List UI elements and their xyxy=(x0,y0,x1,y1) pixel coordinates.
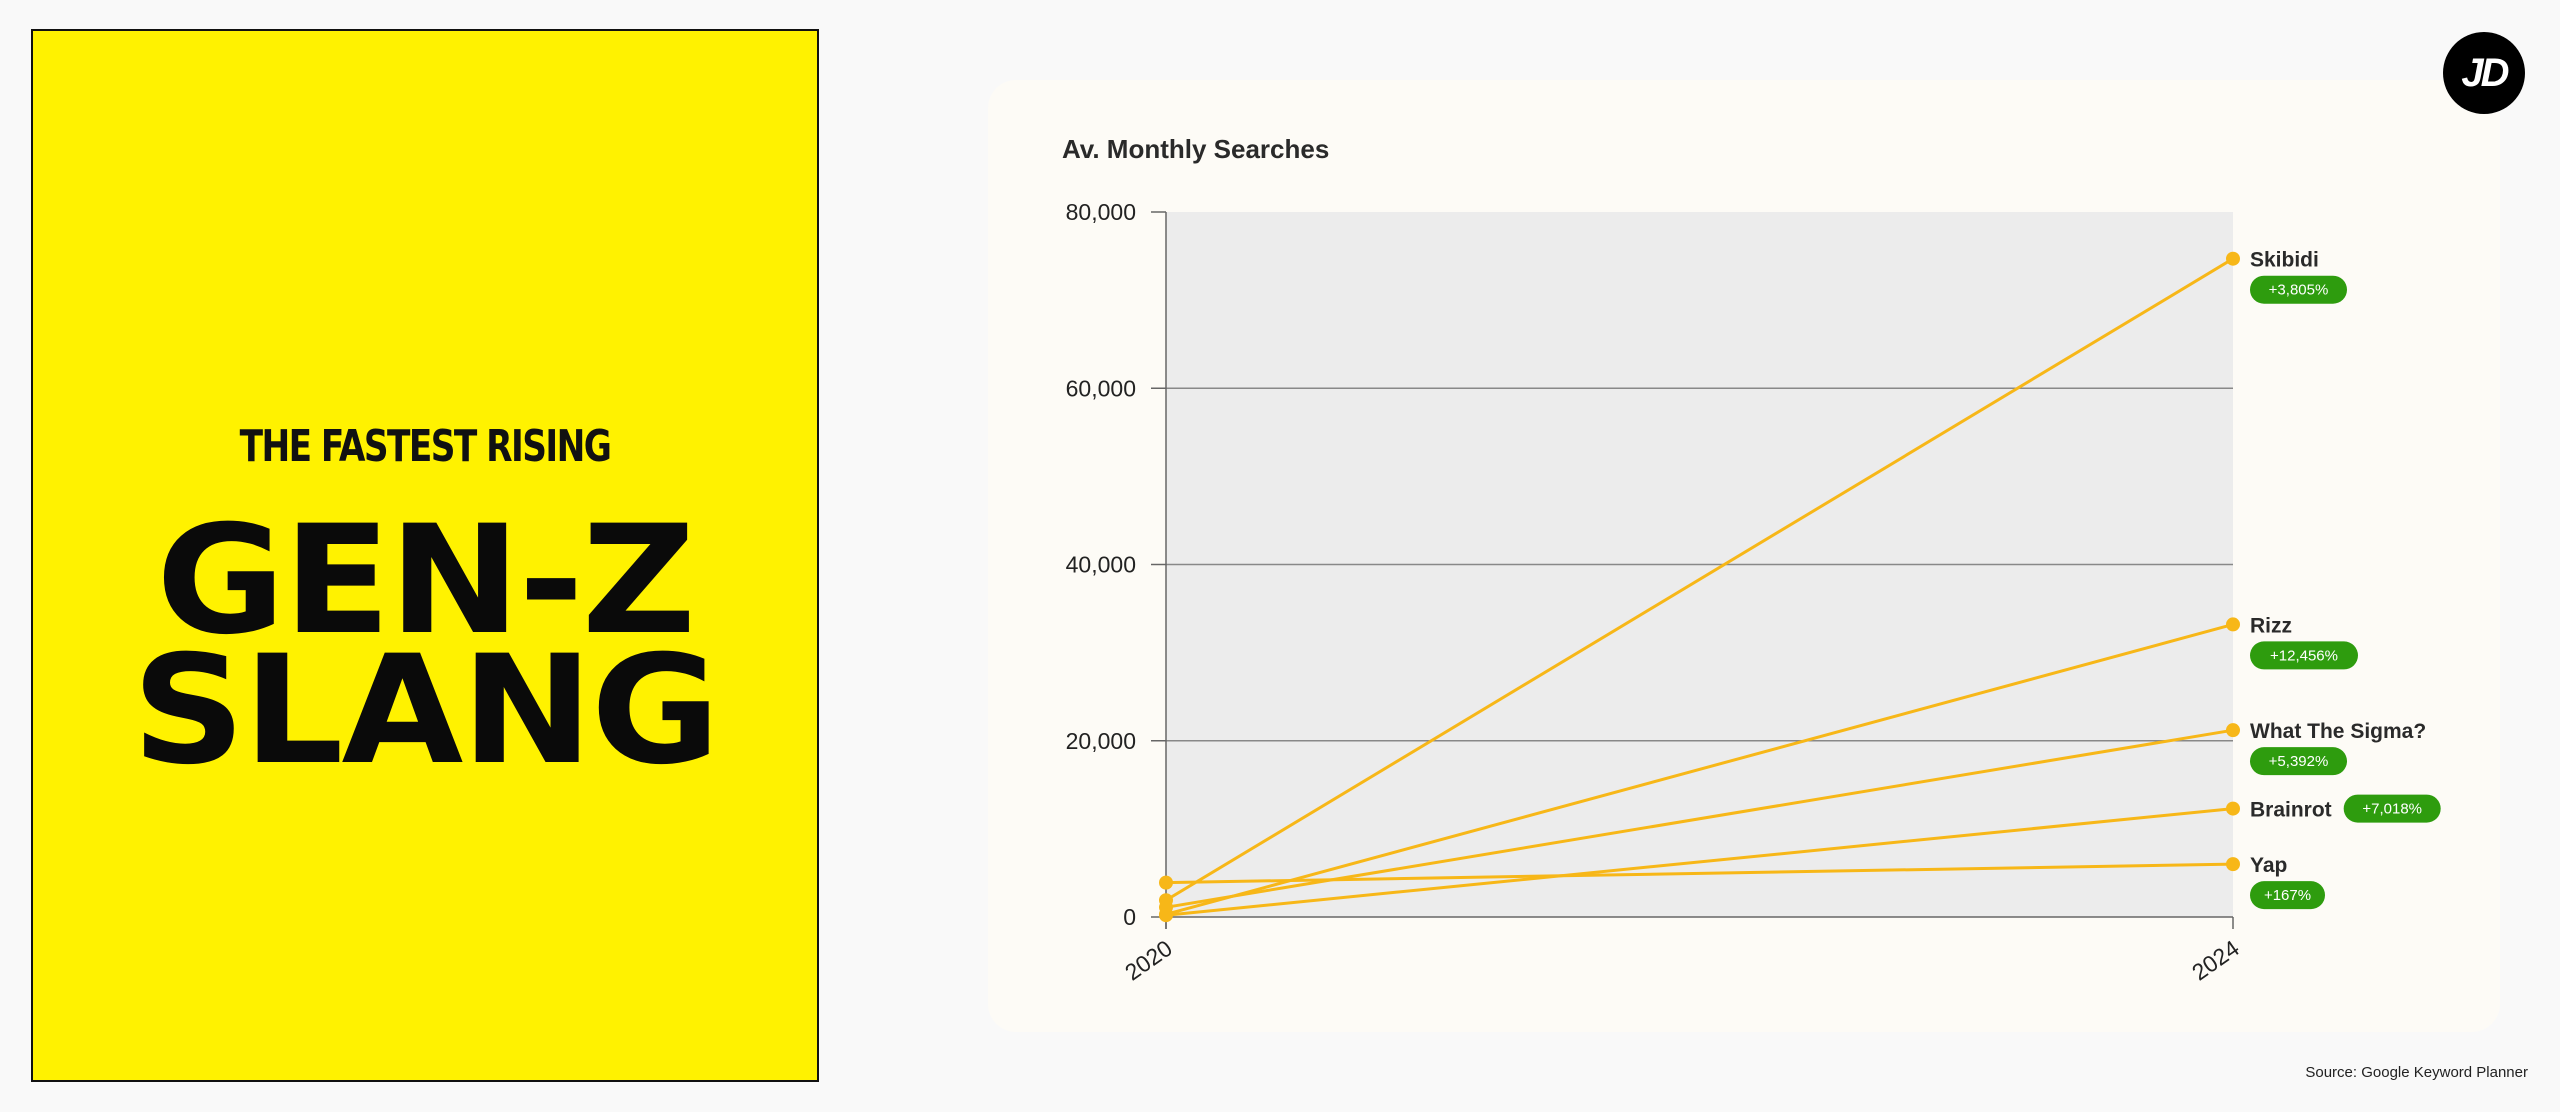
change-badge xyxy=(2343,794,2441,823)
series-line xyxy=(1165,622,2234,916)
y-tick-label: 40,000 xyxy=(1066,552,1136,578)
x-tick-label: 2020 xyxy=(1120,935,1177,986)
change-badge-text: +3,805% xyxy=(2269,282,2329,299)
poster-kicker: THE FASTEST RISING xyxy=(239,421,612,472)
series-label: Brainrot xyxy=(2250,799,2332,822)
headline-line-2: SLANG xyxy=(131,624,720,798)
change-badge-text: +12,456% xyxy=(2270,647,2338,664)
change-badge xyxy=(2250,275,2347,304)
source-note: Source: Google Keyword Planner xyxy=(2305,1064,2528,1081)
series-line xyxy=(1165,257,2234,902)
change-badge-text: +167% xyxy=(2264,887,2311,904)
headline-line-1: GEN-Z xyxy=(156,494,696,668)
y-tick-label: 60,000 xyxy=(1066,375,1136,401)
y-tick-label: 0 xyxy=(1123,904,1136,930)
data-point xyxy=(1159,875,1173,890)
data-point xyxy=(2226,617,2240,632)
poster-panel: THE FASTEST RISING GEN-Z SLANG xyxy=(31,29,819,1082)
series-label: Yap xyxy=(2250,854,2287,877)
data-point xyxy=(1159,908,1173,923)
poster-headline: GEN-Z SLANG xyxy=(13,494,836,798)
change-badge-text: +7,018% xyxy=(2362,801,2422,818)
data-point xyxy=(2226,251,2240,266)
change-badge xyxy=(2250,641,2358,670)
data-point xyxy=(2226,801,2240,816)
series-label: What The Sigma? xyxy=(2250,720,2426,743)
data-point xyxy=(2226,857,2240,872)
series-line xyxy=(1165,862,2234,885)
data-point xyxy=(2226,723,2240,738)
series-label: Rizz xyxy=(2250,614,2292,637)
change-badge xyxy=(2250,747,2347,776)
y-tick-label: 80,000 xyxy=(1066,199,1136,225)
x-tick-label: 2024 xyxy=(2187,935,2244,986)
chart-title: Av. Monthly Searches xyxy=(1062,134,1329,164)
jd-logo: JD xyxy=(2443,32,2525,114)
change-badge xyxy=(2250,881,2325,910)
y-tick-label: 20,000 xyxy=(1066,728,1136,754)
series-line xyxy=(1165,807,2234,917)
change-badge-text: +5,392% xyxy=(2269,753,2329,770)
series-label: Skibidi xyxy=(2250,249,2319,272)
series-line xyxy=(1165,728,2234,909)
